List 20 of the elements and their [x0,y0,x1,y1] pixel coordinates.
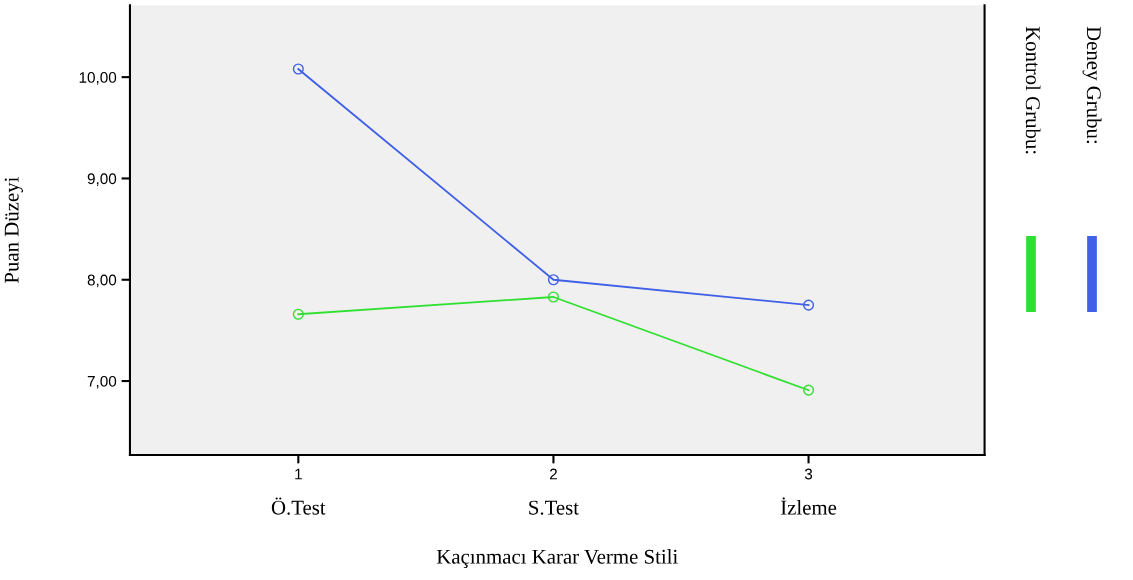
point [547,291,559,303]
y-axis-title: Puan Düzeyi [4,177,23,284]
y-tick-label: 8,00 [87,274,117,288]
text: İzleme [780,497,837,515]
y-tick-label: 9,00 [87,173,117,186]
point [802,384,815,396]
x-tick-label: 3 [804,468,813,480]
x-tick-label: 1 [295,468,302,480]
y-tick-label: 7,00 [87,375,117,389]
x-axis-title: Kaçınmacı Karar Verme Stili [436,549,678,569]
y-tick-label: 10,00 [79,72,117,85]
text: Deney Grubu: [1082,26,1102,144]
point [292,63,304,75]
point [547,274,559,286]
point [292,308,304,320]
text: S.Test [529,500,579,515]
text: Ö.Test [271,497,326,515]
point [802,299,815,311]
x-tick-label: 2 [549,468,557,480]
text: Kontrol Grubu: [1025,26,1041,154]
